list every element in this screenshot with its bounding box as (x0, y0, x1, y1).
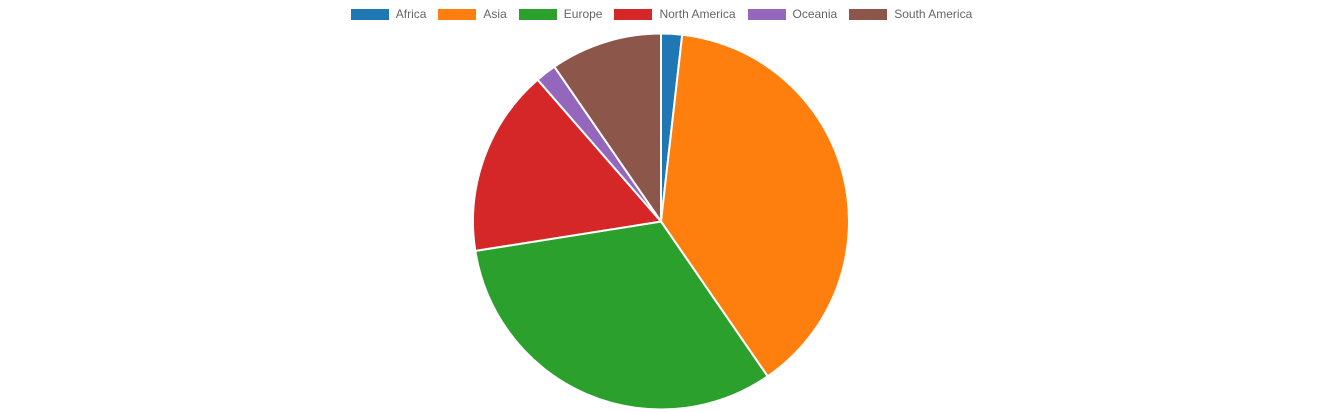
pie-slice-south-america[interactable] (552, 32, 662, 225)
legend-item-oceania[interactable]: Oceania (747, 7, 838, 21)
chart-legend: Africa Asia Europe North America Oceania Sout… (0, 7, 1323, 21)
legend-label-north-america: North America (659, 7, 736, 21)
legend-item-north-america[interactable]: North America (614, 7, 736, 21)
legend-swatch-europe (518, 8, 557, 20)
legend-label-europe: Europe (563, 7, 603, 21)
legend-swatch-south-america (849, 8, 888, 20)
legend-label-asia: Asia (483, 7, 507, 21)
legend-swatch-oceania (747, 8, 786, 20)
pie-slice-north-america[interactable] (472, 78, 663, 253)
legend-label-oceania: Oceania (792, 7, 838, 21)
legend-label-africa: Africa (395, 7, 427, 21)
legend-item-asia[interactable]: Asia (438, 7, 507, 21)
pie-slice-asia[interactable] (659, 33, 850, 378)
legend-item-south-america[interactable]: South America (849, 7, 972, 21)
legend-swatch-asia (438, 8, 477, 20)
legend-swatch-africa (350, 8, 389, 20)
legend-label-south-america: South America (894, 7, 973, 21)
pie-slice-europe[interactable] (474, 220, 770, 411)
legend-item-europe[interactable]: Europe (518, 7, 603, 21)
legend-item-africa[interactable]: Africa (350, 7, 427, 21)
legend-swatch-north-america (614, 8, 653, 20)
